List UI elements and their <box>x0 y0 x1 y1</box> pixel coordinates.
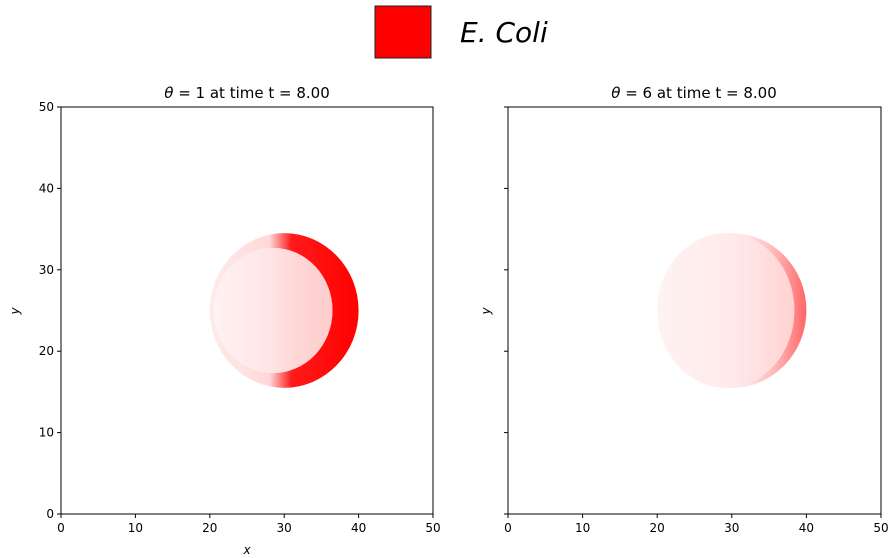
legend: E. Coli <box>374 5 548 59</box>
chart-panel-theta-6: θ = 6 at time t = 8.00 0 10 20 30 40 50 y <box>479 84 889 535</box>
legend-swatch <box>374 5 432 59</box>
colony-interior <box>657 233 795 388</box>
x-tick-label: 40 <box>351 521 366 535</box>
chart-panel-theta-1: θ = 1 at time t = 8.00 0 10 20 30 40 50 0 10 20… <box>8 84 441 557</box>
plot-frame <box>60 106 434 515</box>
x-tick-label: 20 <box>650 521 665 535</box>
x-tick-label: 50 <box>873 521 888 535</box>
y-tick-label: 40 <box>39 181 54 195</box>
x-axis-ticks: 0 10 20 30 40 50 <box>57 514 441 535</box>
x-tick-label: 0 <box>57 521 65 535</box>
x-tick-label: 30 <box>724 521 739 535</box>
x-tick-label: 20 <box>202 521 217 535</box>
colony-heatmap <box>209 233 359 388</box>
colony-heatmap <box>657 233 807 388</box>
y-axis-label: y <box>479 307 493 316</box>
x-tick-label: 10 <box>575 521 590 535</box>
x-axis-ticks: 0 10 20 30 40 50 <box>504 514 889 535</box>
x-tick-label: 30 <box>277 521 292 535</box>
x-axis-label: x <box>242 543 251 557</box>
chart-title: θ = 6 at time t = 8.00 <box>611 84 777 102</box>
y-tick-label: 0 <box>46 507 54 521</box>
y-tick-label: 50 <box>39 100 54 114</box>
x-tick-label: 50 <box>425 521 440 535</box>
plot-frame <box>507 106 882 515</box>
y-tick-label: 10 <box>39 426 54 440</box>
x-tick-label: 40 <box>799 521 814 535</box>
y-axis-label: y <box>8 307 22 316</box>
x-tick-label: 10 <box>128 521 143 535</box>
y-tick-label: 30 <box>39 263 54 277</box>
colony-interior <box>213 247 333 374</box>
y-axis-ticks <box>504 106 508 515</box>
chart-title: θ = 1 at time t = 8.00 <box>164 84 330 102</box>
legend-label: E. Coli <box>460 16 548 49</box>
x-tick-label: 0 <box>504 521 512 535</box>
y-axis-ticks: 0 10 20 30 40 50 <box>39 100 61 521</box>
y-tick-label: 20 <box>39 344 54 358</box>
